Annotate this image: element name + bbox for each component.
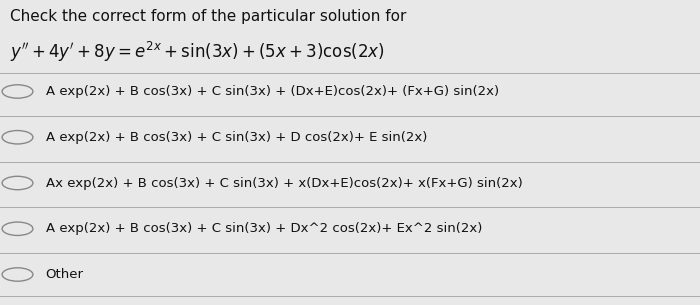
Text: Check the correct form of the particular solution for: Check the correct form of the particular… [10, 9, 407, 24]
Text: Ax exp(2x) + B cos(3x) + C sin(3x) + x(Dx+E)cos(2x)+ x(Fx+G) sin(2x): Ax exp(2x) + B cos(3x) + C sin(3x) + x(D… [46, 177, 522, 189]
Text: $y'' + 4y' + 8y = e^{2x} + \sin(3x) + (5x + 3)\cos(2x)$: $y'' + 4y' + 8y = e^{2x} + \sin(3x) + (5… [10, 40, 385, 64]
Text: A exp(2x) + B cos(3x) + C sin(3x) + Dx^2 cos(2x)+ Ex^2 sin(2x): A exp(2x) + B cos(3x) + C sin(3x) + Dx^2… [46, 222, 482, 235]
Text: A exp(2x) + B cos(3x) + C sin(3x) + (Dx+E)cos(2x)+ (Fx+G) sin(2x): A exp(2x) + B cos(3x) + C sin(3x) + (Dx+… [46, 85, 498, 98]
Text: Other: Other [46, 268, 83, 281]
Text: A exp(2x) + B cos(3x) + C sin(3x) + D cos(2x)+ E sin(2x): A exp(2x) + B cos(3x) + C sin(3x) + D co… [46, 131, 427, 144]
